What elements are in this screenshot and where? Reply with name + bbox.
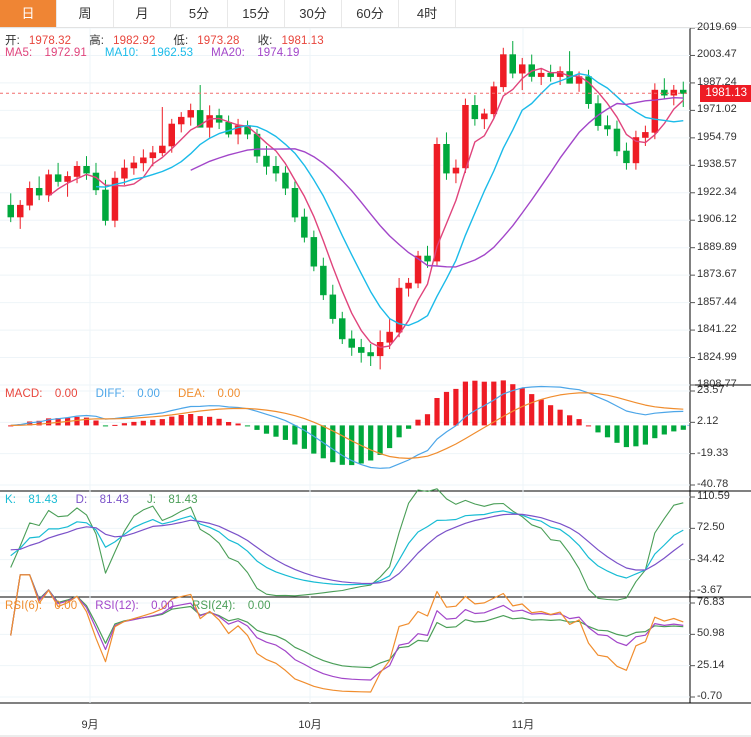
low-value: 1973.28 <box>197 35 240 47</box>
k-value: 81.43 <box>28 494 58 506</box>
rsi12-value: 0.00 <box>151 600 174 612</box>
j-value: 81.43 <box>168 494 198 506</box>
close-label: 收: <box>257 35 273 47</box>
macd-legend: MACD: 0.00 DIFF: 0.00 DEA: 0.00 <box>5 388 258 400</box>
dea-value: 0.00 <box>217 388 241 400</box>
axis-tick-label: 1857.44 <box>697 295 737 308</box>
axis-tick-label: 110.59 <box>697 490 730 502</box>
rsi6-label: RSI(6): <box>5 600 43 612</box>
axis-tick-label: 1824.99 <box>697 350 737 363</box>
ma5-label: MA5: <box>5 47 33 59</box>
axis-tick-label: 1873.67 <box>697 268 737 281</box>
axis-tick-label: 2003.47 <box>697 48 737 61</box>
axis-tick-label: 1987.24 <box>697 75 737 88</box>
axis-tick-label: 34.42 <box>697 552 725 565</box>
tab-week[interactable]: 周 <box>57 0 114 27</box>
axis-tick-label: 1889.89 <box>697 240 737 253</box>
diff-label: DIFF: <box>95 388 125 400</box>
ma10-label: MA10: <box>104 47 139 59</box>
kdj-legend: K: 81.43 D: 81.43 J: 81.43 <box>5 494 216 506</box>
tab-60min[interactable]: 60分 <box>342 0 399 27</box>
x-axis-tick-label: 10月 <box>298 719 322 731</box>
tabbar-filler <box>456 0 751 27</box>
axis-tick-label: 1922.34 <box>697 185 737 198</box>
axis-tick-label: 23.57 <box>697 384 725 396</box>
axis-tick-label: 1954.79 <box>697 130 737 143</box>
axis-tick-label: 1906.12 <box>697 213 737 226</box>
ma10-value: 1962.53 <box>150 47 194 59</box>
tab-day[interactable]: 日 <box>0 0 57 27</box>
open-value: 1978.32 <box>28 35 72 47</box>
axis-tick-label: -0.70 <box>697 690 723 702</box>
macd-label: MACD: <box>5 388 43 400</box>
ma5-value: 1972.91 <box>44 47 87 59</box>
ma20-label: MA20: <box>211 47 245 59</box>
rsi24-value: 0.00 <box>247 600 271 612</box>
timeframe-tabbar: 日 周 月 5分 15分 30分 60分 4时 <box>0 0 751 28</box>
high-value: 1982.92 <box>113 35 156 47</box>
ma20-value: 1974.19 <box>257 47 300 59</box>
chart-svg <box>0 28 751 737</box>
axis-tick-label: 1841.22 <box>697 323 737 336</box>
rsi-legend: RSI(6): 0.00 RSI(12): 0.00 RSI(24): 0.00 <box>5 600 289 612</box>
rsi24-label: RSI(24): <box>191 600 236 612</box>
tab-30min[interactable]: 30分 <box>285 0 342 27</box>
axis-tick-label: 1971.02 <box>697 103 737 116</box>
rsi6-value: 0.00 <box>54 600 78 612</box>
current-price-flag: 1981.13 <box>700 85 751 103</box>
axis-tick-label: 2019.69 <box>697 21 737 33</box>
macd-value: 0.00 <box>54 388 78 400</box>
diff-value: 0.00 <box>137 388 160 400</box>
axis-tick-label: -40.78 <box>697 478 729 490</box>
d-value: 81.43 <box>99 494 129 506</box>
x-axis-tick-label: 9月 <box>81 719 99 731</box>
ohlc-legend: 开: 1978.32 高: 1982.92 低: 1973.28 收: 1981.13 <box>5 32 342 48</box>
tab-5min[interactable]: 5分 <box>171 0 228 27</box>
tab-15min[interactable]: 15分 <box>228 0 285 27</box>
high-label: 高: <box>89 35 105 47</box>
j-label: J: <box>146 494 157 506</box>
axis-tick-label: 50.98 <box>697 627 725 640</box>
open-label: 开: <box>5 35 20 47</box>
axis-tick-label: 25.14 <box>697 658 725 671</box>
low-label: 低: <box>173 35 189 47</box>
axis-tick-label: -3.67 <box>697 584 723 596</box>
rsi12-label: RSI(12): <box>95 600 139 612</box>
chart-canvas[interactable]: 开: 1978.32 高: 1982.92 低: 1973.28 收: 1981.13 MA5… <box>0 21 751 737</box>
tab-4hour[interactable]: 4时 <box>399 0 456 27</box>
axis-tick-label: 72.50 <box>697 521 725 534</box>
axis-tick-label: 1938.57 <box>697 158 737 171</box>
axis-tick-label: -19.33 <box>697 446 729 459</box>
dea-label: DEA: <box>178 388 206 400</box>
d-label: D: <box>75 494 88 506</box>
ma-legend: MA5: 1972.91 MA10: 1962.53 MA20: 1974.19 <box>5 47 317 59</box>
close-value: 1981.13 <box>281 35 324 47</box>
axis-tick-label: 1808.77 <box>697 378 737 390</box>
tab-month[interactable]: 月 <box>114 0 171 27</box>
axis-tick-label: 2.12 <box>697 415 719 428</box>
k-label: K: <box>5 494 17 506</box>
x-axis-tick-label: 11月 <box>511 719 535 731</box>
axis-tick-label: 76.83 <box>697 596 725 608</box>
